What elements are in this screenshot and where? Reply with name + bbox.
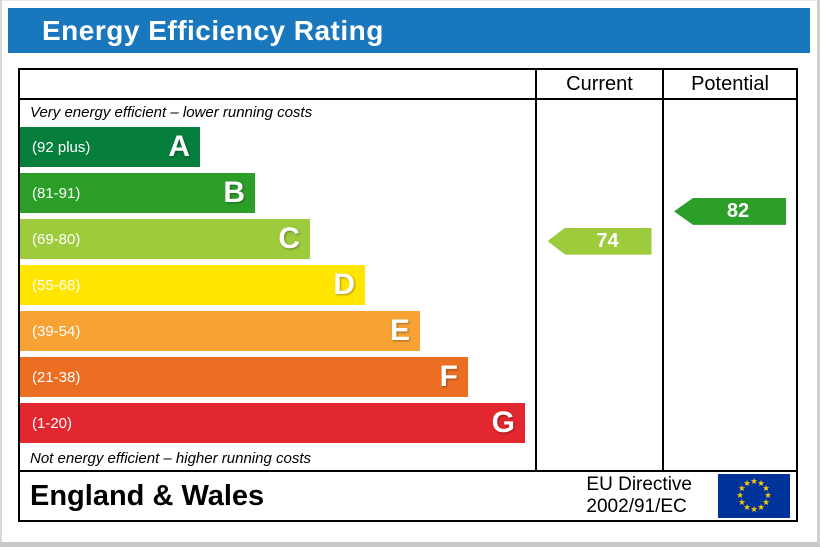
band-range-label: (21-38): [32, 368, 81, 386]
column-header-current: Current: [535, 70, 662, 98]
potential-column-label: Potential: [691, 72, 769, 95]
band-row-a: (92 plus) A: [20, 124, 535, 170]
band-bar-f: (21-38) F: [20, 357, 468, 397]
page-border-left: [0, 0, 2, 547]
title-bar: Energy Efficiency Rating: [8, 8, 810, 53]
eu-flag-icon: ★ ★ ★ ★ ★ ★ ★ ★ ★ ★ ★ ★: [718, 474, 790, 518]
band-letter: E: [389, 314, 410, 347]
band-bar-a: (92 plus) A: [20, 127, 200, 167]
svg-text:★: ★: [750, 477, 758, 487]
table-footer: England & Wales EU Directive 2002/91/EC …: [20, 472, 796, 520]
svg-text:★: ★: [757, 479, 765, 489]
band-row-e: (39-54) E: [20, 308, 535, 354]
header-spacer-cell: [20, 70, 535, 98]
band-letter: C: [278, 222, 300, 255]
svg-text:★: ★: [762, 498, 770, 508]
band-row-f: (21-38) F: [20, 354, 535, 400]
bands-column: Very energy efficient – lower running co…: [20, 100, 535, 470]
band-bar-b: (81-91) B: [20, 173, 255, 213]
svg-text:★: ★: [762, 484, 770, 494]
svg-text:★: ★: [738, 498, 746, 508]
potential-value: 82: [726, 199, 750, 222]
current-indicator: 74: [547, 227, 652, 255]
band-letter: A: [168, 130, 190, 163]
band-range-label: (39-54): [32, 322, 81, 340]
potential-indicator: 82: [674, 197, 786, 225]
band-row-d: (55-68) D: [20, 262, 535, 308]
band-range-label: (55-68): [32, 276, 81, 294]
band-bar-g: (1-20) G: [20, 403, 525, 443]
band-bar-e: (39-54) E: [20, 311, 420, 351]
page-title: Energy Efficiency Rating: [42, 14, 384, 46]
current-value: 74: [596, 229, 619, 252]
table-header-row: Current Potential: [20, 70, 796, 100]
svg-text:★: ★: [750, 505, 758, 515]
table-body: Very energy efficient – lower running co…: [20, 100, 796, 472]
band-range-label: (1-20): [32, 414, 73, 432]
current-column: 74: [535, 100, 662, 470]
band-letter: D: [333, 268, 355, 301]
eu-directive-label: EU Directive 2002/91/EC: [586, 474, 692, 519]
potential-column: 82: [662, 100, 796, 470]
band-row-g: (1-20) G: [20, 400, 535, 446]
band-letter: F: [439, 360, 458, 393]
band-row-c: (69-80) C: [20, 216, 535, 262]
bottom-note: Not energy efficient – higher running co…: [30, 449, 311, 467]
svg-text:★: ★: [757, 503, 765, 513]
band-range-label: (69-80): [32, 230, 81, 248]
page-border-top: [0, 0, 820, 1]
current-column-label: Current: [566, 72, 633, 95]
band-row-b: (81-91) B: [20, 170, 535, 216]
top-note: Very energy efficient – lower running co…: [30, 103, 313, 121]
band-letter: B: [223, 176, 245, 209]
svg-text:★: ★: [743, 503, 751, 513]
band-bar-c: (69-80) C: [20, 219, 310, 259]
svg-text:★: ★: [743, 479, 751, 489]
svg-text:★: ★: [738, 484, 746, 494]
epc-rating-table: Current Potential Very energy efficient …: [18, 68, 798, 522]
band-range-label: (92 plus): [32, 138, 91, 156]
svg-text:★: ★: [764, 491, 772, 501]
band-bar-d: (55-68) D: [20, 265, 365, 305]
band-letter: G: [491, 406, 515, 439]
eu-directive-line1: EU Directive: [586, 473, 692, 495]
band-range-label: (81-91): [32, 184, 81, 202]
svg-text:★: ★: [736, 491, 744, 501]
page-border-right: [817, 0, 820, 547]
eu-directive-line2: 2002/91/EC: [586, 496, 687, 517]
region-label: England & Wales: [30, 479, 265, 512]
page-border-bottom: [0, 542, 820, 547]
column-header-potential: Potential: [662, 70, 796, 98]
